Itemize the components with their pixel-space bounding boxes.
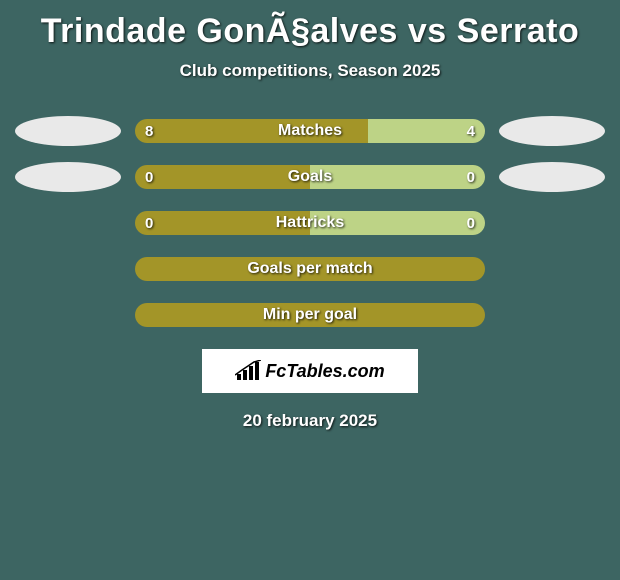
stat-bar: 0 Goals 0: [135, 165, 485, 189]
player2-badge: [499, 116, 605, 146]
stat-right-value: 0: [467, 165, 475, 189]
logo-box[interactable]: FcTables.com: [202, 349, 418, 393]
player1-badge: [15, 162, 121, 192]
stat-label: Goals per match: [135, 257, 485, 281]
stat-row: 8 Matches 4: [8, 119, 612, 143]
stat-row: 0 Goals 0: [8, 165, 612, 189]
stat-bar: 8 Matches 4: [135, 119, 485, 143]
stat-label: Matches: [135, 119, 485, 143]
player1-badge: [15, 116, 121, 146]
stat-rows: 8 Matches 4 0 Goals 0 0 Hattri: [8, 119, 612, 327]
stat-right-value: 0: [467, 211, 475, 235]
logo-inner: FcTables.com: [235, 360, 384, 382]
page-title: Trindade GonÃ§alves vs Serrato: [8, 12, 612, 51]
chart-icon: [235, 360, 261, 382]
stat-label: Min per goal: [135, 303, 485, 327]
comparison-card: Trindade GonÃ§alves vs Serrato Club comp…: [0, 0, 620, 580]
logo-text: FcTables.com: [265, 361, 384, 382]
stat-bar: Goals per match: [135, 257, 485, 281]
subtitle: Club competitions, Season 2025: [8, 61, 612, 81]
stat-row: Min per goal: [8, 303, 612, 327]
stat-row: 0 Hattricks 0: [8, 211, 612, 235]
stat-row: Goals per match: [8, 257, 612, 281]
stat-right-value: 4: [467, 119, 475, 143]
stat-bar: 0 Hattricks 0: [135, 211, 485, 235]
player2-badge: [499, 162, 605, 192]
stat-label: Goals: [135, 165, 485, 189]
stat-label: Hattricks: [135, 211, 485, 235]
date-label: 20 february 2025: [8, 411, 612, 431]
stat-bar: Min per goal: [135, 303, 485, 327]
